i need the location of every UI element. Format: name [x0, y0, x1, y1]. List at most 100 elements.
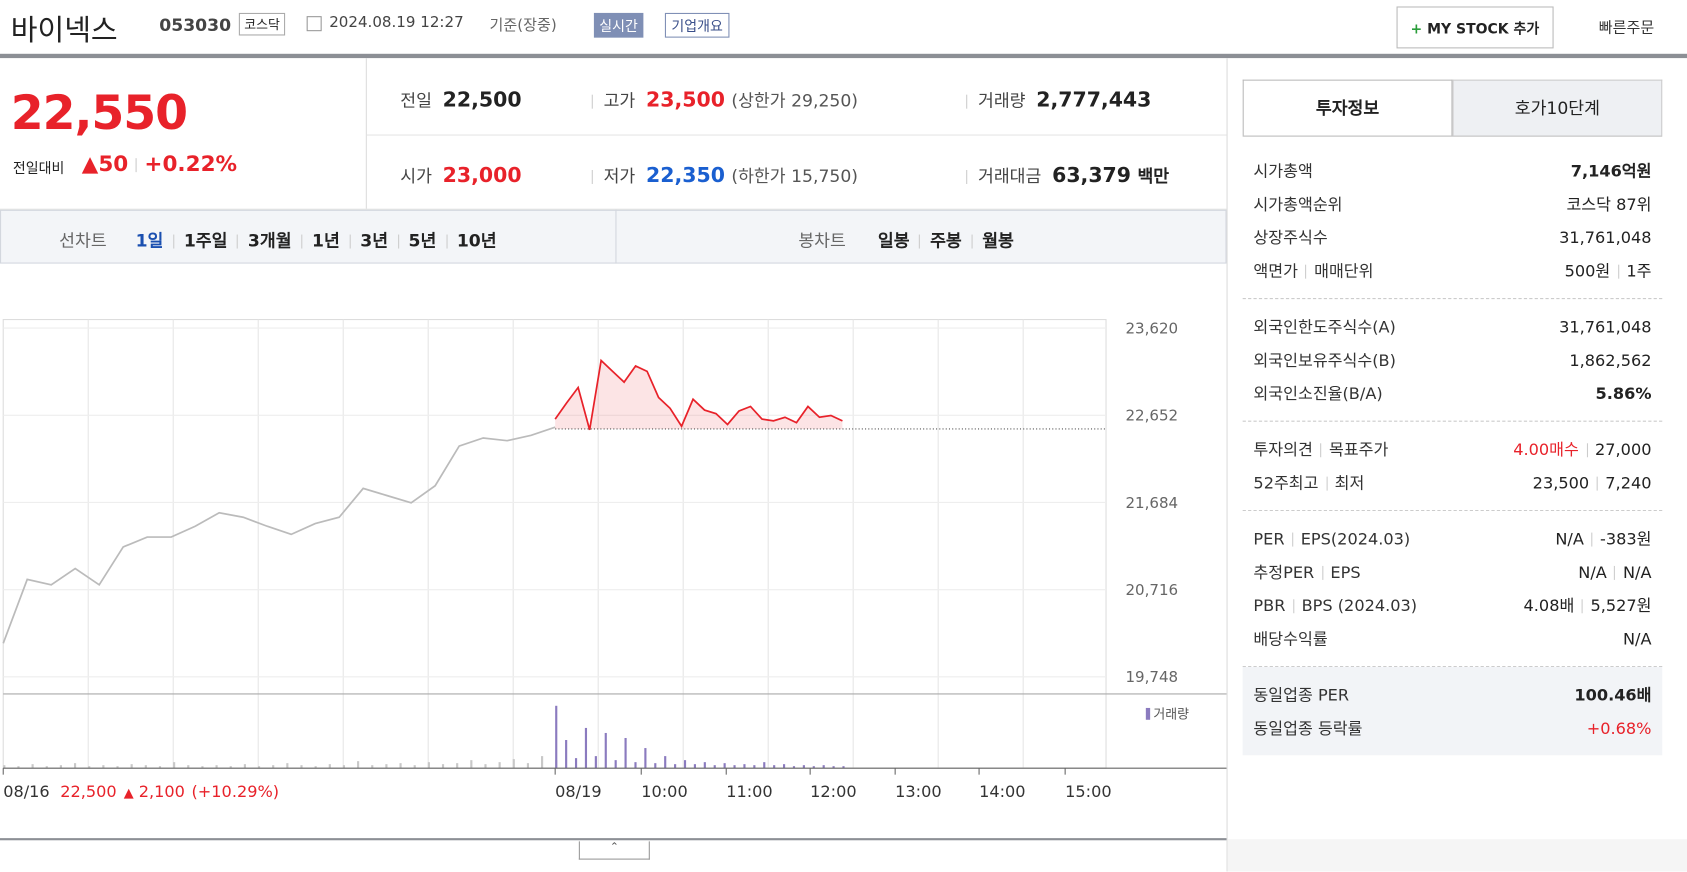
- x-tick-label: 10:00: [641, 782, 687, 801]
- period-tab[interactable]: 5년: [408, 230, 437, 251]
- sidebar-tab[interactable]: 투자정보: [1242, 79, 1453, 136]
- current-price: 22,550: [10, 86, 188, 141]
- separator: [349, 234, 351, 249]
- label-part: PER: [1253, 528, 1285, 549]
- separator: [591, 169, 593, 184]
- company-button[interactable]: 기업개요: [664, 12, 730, 38]
- value-part: N/A: [1555, 529, 1584, 549]
- label-part: 시가총액순위: [1253, 194, 1343, 215]
- info-label: 투자의견 목표주가: [1253, 438, 1388, 461]
- volume-bar: [792, 766, 796, 769]
- volume-bar: [842, 766, 845, 769]
- period-tab[interactable]: 1주일: [183, 230, 228, 251]
- volume-bar: [634, 762, 637, 769]
- volume-bar: [31, 764, 34, 769]
- price-area: [555, 360, 843, 430]
- quick-order[interactable]: 빠른주문: [1598, 19, 1655, 37]
- period-tab[interactable]: 월봉: [982, 230, 1014, 251]
- value-part: 31,761,048: [1559, 316, 1652, 337]
- label-part: 외국인소진율(B/A): [1253, 384, 1383, 404]
- x-tick-label: 12:00: [810, 782, 856, 801]
- separator: [1581, 599, 1583, 614]
- label-part: 시가총액: [1253, 161, 1313, 181]
- change-value: 50: [98, 150, 129, 177]
- volume-bar: [357, 761, 360, 769]
- info-value: 4.08배 5,527원: [1524, 594, 1652, 617]
- separator: [919, 234, 921, 249]
- info-label: 외국인보유주식수(B): [1253, 349, 1395, 372]
- info-row: 동일업종 PER 100.46배: [1253, 678, 1651, 711]
- market-badge: 코스닥: [238, 12, 286, 36]
- separator: [966, 169, 968, 184]
- volume-bar: [604, 732, 607, 769]
- x-tick-label: 15:00: [1065, 782, 1111, 801]
- separator: [591, 94, 593, 109]
- volume-bar: [584, 727, 588, 769]
- line-periods: 1일 1주일 3개월 1년 3년 5년 10년: [136, 226, 497, 252]
- info-row: PBR BPS (2024.03) 4.08배 5,527원: [1253, 589, 1651, 622]
- info-label: PBR BPS (2024.03): [1253, 596, 1417, 615]
- volume-bar: [102, 765, 105, 769]
- tab-bar: [0, 209, 1227, 264]
- volume-bar: [674, 764, 677, 769]
- value-part: 27,000: [1595, 440, 1652, 460]
- info-value: 23,500 7,240: [1533, 473, 1652, 492]
- info-label: 52주최고 최저: [1253, 471, 1364, 494]
- separator: [1321, 565, 1323, 580]
- separator: [1326, 476, 1328, 491]
- quote-cell: 거래량 2,777,443: [966, 86, 1151, 112]
- info-label: PER EPS(2024.03): [1253, 529, 1410, 548]
- change: ▲50 +0.22%: [81, 150, 238, 177]
- volume-bar: [703, 762, 706, 769]
- collapse-button[interactable]: ⌃: [578, 841, 650, 860]
- quote-cell: 전일 22,500: [400, 86, 521, 112]
- info-value: 1,862,562: [1569, 350, 1651, 369]
- value-part: 23,500: [1532, 472, 1590, 493]
- volume-bar: [802, 765, 805, 769]
- info-label: 동일업종 PER: [1253, 683, 1349, 706]
- period-tab[interactable]: 10년: [456, 230, 497, 251]
- volume-bar: [498, 762, 501, 769]
- period-tab[interactable]: 3개월: [247, 230, 292, 251]
- info-row: 외국인보유주식수(B) 1,862,562: [1253, 343, 1651, 376]
- label-part: 상장주식수: [1253, 228, 1328, 248]
- info-value: 코스닥 87위: [1566, 193, 1651, 216]
- info-value: 4.00매수 27,000: [1513, 438, 1651, 461]
- separator: [1320, 443, 1322, 458]
- value-part: 7,146억원: [1570, 161, 1652, 181]
- realtime-badge[interactable]: 실시간: [593, 12, 644, 38]
- value-part: 5.86%: [1595, 383, 1652, 403]
- label-part: 동일업종 PER: [1253, 685, 1350, 705]
- volume-bar: [782, 764, 786, 769]
- separator: [1614, 565, 1616, 580]
- info-value: 100.46배: [1574, 683, 1651, 706]
- info-value: 31,761,048: [1559, 228, 1651, 247]
- quote-label: 시가: [400, 165, 432, 187]
- value-part: 코스닥 87위: [1566, 194, 1652, 215]
- volume-bar: [743, 764, 746, 769]
- volume-bar: [116, 766, 119, 769]
- mystock-button[interactable]: + MY STOCK 추가: [1396, 6, 1554, 49]
- quote-label: 저가: [603, 165, 636, 187]
- quote-value: 63,379: [1052, 163, 1132, 188]
- period-tab[interactable]: 1일: [135, 230, 164, 251]
- volume-bar: [88, 766, 91, 769]
- divider: [365, 58, 367, 209]
- x-tick-label: 08/19: [555, 782, 601, 801]
- quote-cell: 저가 22,350 (하한가 15,750): [591, 161, 858, 187]
- period-tab[interactable]: 1년: [312, 230, 340, 251]
- info-row: 배당수익률 N/A: [1253, 622, 1651, 655]
- value-part: 1주: [1626, 261, 1652, 281]
- sidebar-tab[interactable]: 호가10단계: [1452, 79, 1663, 136]
- candle-tab-label: 봉차트: [798, 230, 846, 251]
- info-value: 7,146억원: [1571, 159, 1652, 182]
- period-tab[interactable]: 일봉: [877, 230, 910, 251]
- volume-bar: [773, 765, 776, 769]
- info-value: N/A -383원: [1555, 527, 1651, 550]
- volume-bar: [272, 765, 275, 769]
- period-tab[interactable]: 3년: [360, 230, 389, 251]
- separator: [1617, 264, 1619, 279]
- volume-bar: [541, 756, 544, 769]
- quote-label: 거래량: [977, 90, 1026, 111]
- period-tab[interactable]: 주봉: [930, 230, 962, 251]
